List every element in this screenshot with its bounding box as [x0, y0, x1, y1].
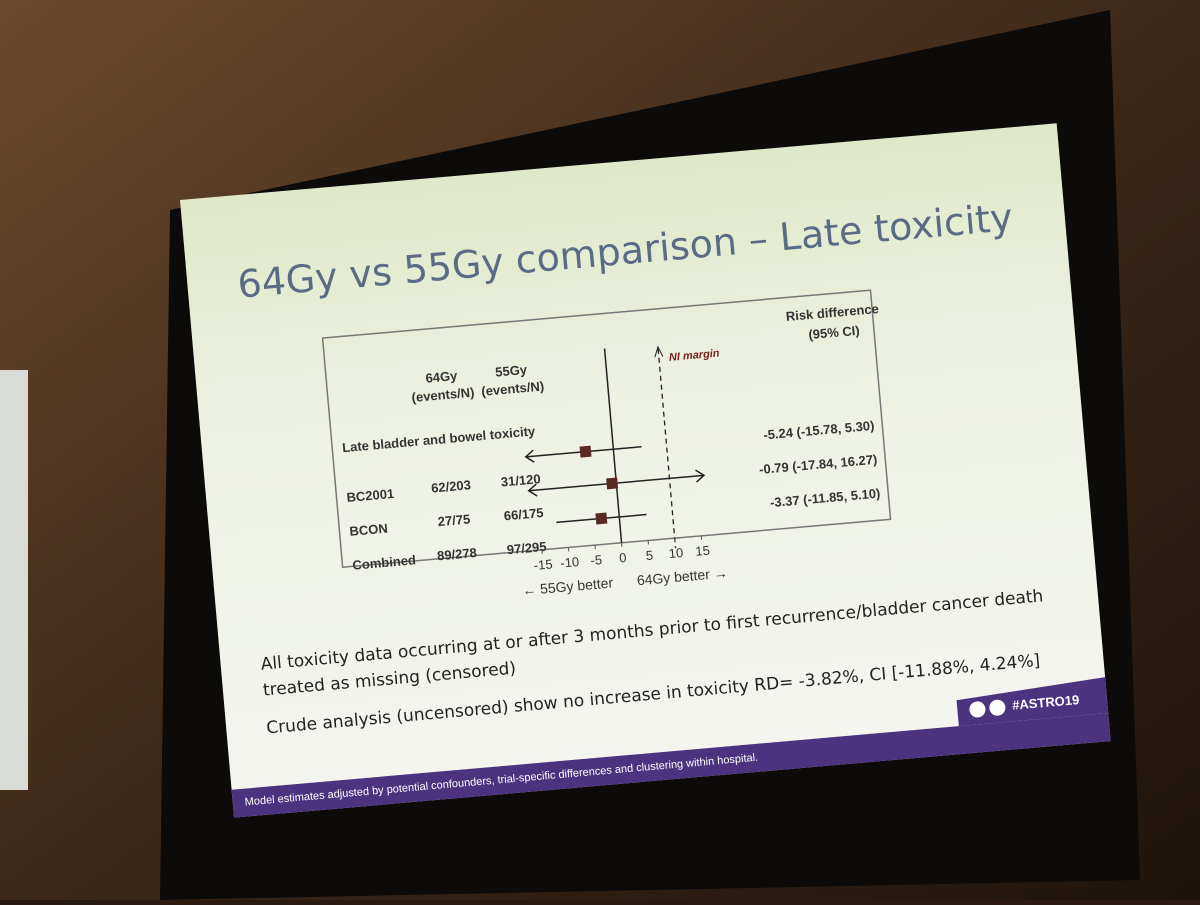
- x-tick-label: -15: [533, 556, 553, 573]
- x-tick-label: -5: [590, 552, 603, 568]
- x-tick-label: 10: [668, 545, 684, 561]
- slide: 64Gy vs 55Gy comparison – Late toxicity …: [180, 123, 1111, 817]
- x-tick-label: -10: [560, 554, 580, 571]
- point-estimate: [580, 446, 592, 458]
- x-tick-label: 0: [619, 550, 628, 566]
- side-screen: [0, 370, 28, 790]
- column-header: 55Gy: [495, 362, 529, 380]
- point-estimate: [595, 513, 607, 525]
- x-tick-label: 15: [695, 543, 711, 559]
- x-tick-label: 5: [645, 548, 654, 564]
- point-estimate: [606, 477, 618, 489]
- column-header: 64Gy: [425, 368, 459, 386]
- arm-64: 27/75: [437, 511, 471, 529]
